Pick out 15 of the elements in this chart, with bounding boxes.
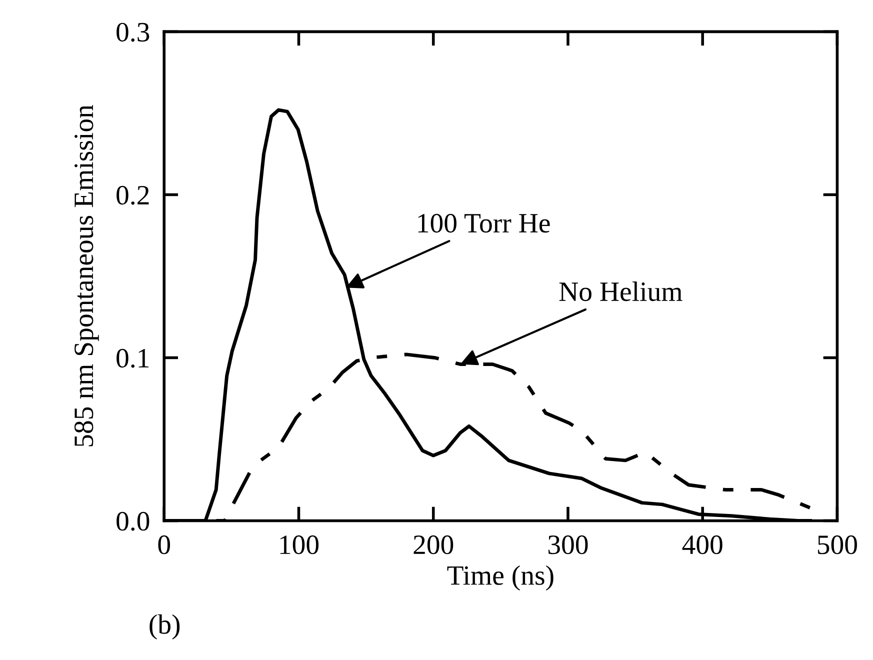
x-tick-label: 200 xyxy=(414,535,454,554)
y-axis-title: 585 nm Spontaneous Emission xyxy=(74,104,99,446)
x-axis-title: Time (ns) xyxy=(447,565,554,591)
x-tick-label: 500 xyxy=(818,535,857,554)
x-tick-label: 300 xyxy=(548,535,588,554)
y-tick-label: 0.2 xyxy=(116,186,149,205)
x-tick-label: 0 xyxy=(158,535,170,554)
y-tick-label: 0.1 xyxy=(116,348,149,368)
x-tick-label: 400 xyxy=(682,535,722,554)
y-tick-label: 0.0 xyxy=(116,512,150,531)
annotation: 100 Torr He xyxy=(418,214,550,233)
annotation: No Helium xyxy=(559,282,682,302)
x-tick-label: 100 xyxy=(280,535,319,554)
text: (b) xyxy=(150,614,180,640)
y-tick-label: 0.3 xyxy=(116,22,150,42)
